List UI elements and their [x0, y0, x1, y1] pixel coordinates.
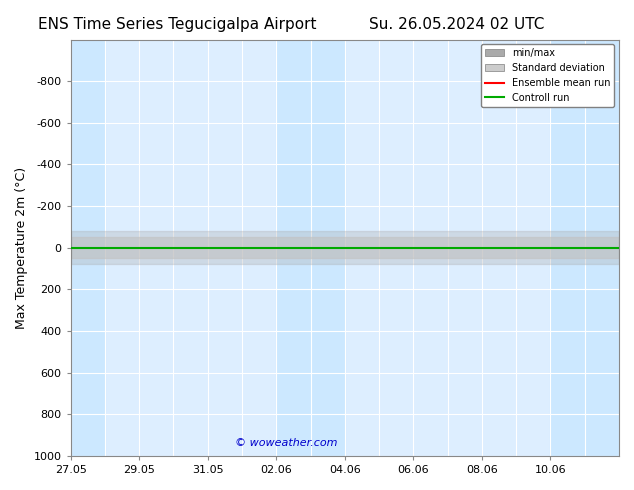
- Bar: [311, 40, 345, 456]
- Legend: min/max, Standard deviation, Ensemble mean run, Controll run: min/max, Standard deviation, Ensemble me…: [481, 45, 614, 107]
- Text: ENS Time Series Tegucigalpa Airport: ENS Time Series Tegucigalpa Airport: [38, 17, 317, 32]
- Bar: [585, 40, 619, 456]
- Text: Su. 26.05.2024 02 UTC: Su. 26.05.2024 02 UTC: [369, 17, 544, 32]
- Bar: [276, 40, 311, 456]
- Bar: [70, 40, 105, 456]
- Text: © woweather.com: © woweather.com: [235, 438, 338, 448]
- Bar: [550, 40, 585, 456]
- Y-axis label: Max Temperature 2m (°C): Max Temperature 2m (°C): [15, 167, 28, 329]
